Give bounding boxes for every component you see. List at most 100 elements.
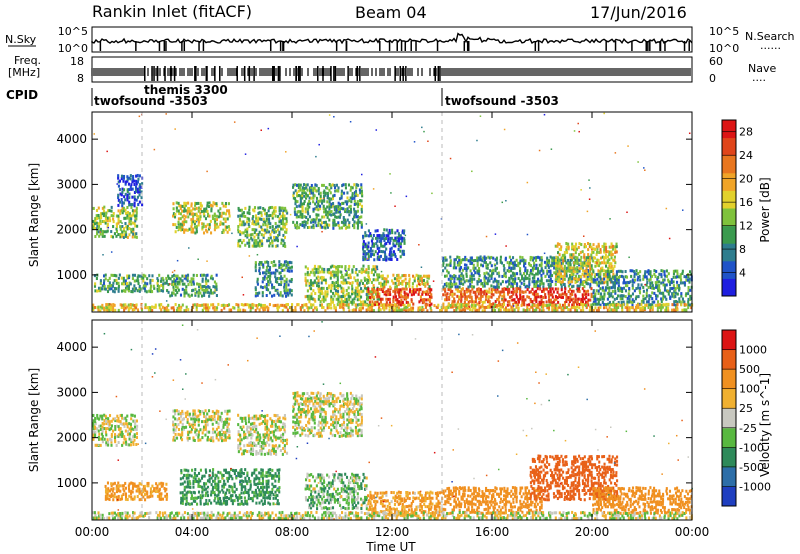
rti-cell <box>545 263 548 267</box>
rti-cell <box>408 282 411 286</box>
rti-cell <box>130 227 133 232</box>
rti-cell <box>285 219 288 223</box>
rti-cell <box>178 306 181 310</box>
rti-cell <box>494 303 497 307</box>
rti-cell <box>394 236 397 240</box>
rti-cell <box>185 305 188 309</box>
rti-cell <box>174 303 177 307</box>
rti-cell <box>255 222 258 226</box>
rti-cell <box>679 281 682 285</box>
rti-cell <box>494 299 497 303</box>
rti-cell <box>103 413 106 417</box>
rti-cell <box>367 275 370 279</box>
rti-cell <box>253 239 256 243</box>
rti-cell <box>283 263 286 267</box>
rti-cell <box>522 290 525 294</box>
rti-cell <box>184 308 188 312</box>
rti-cell <box>204 290 207 294</box>
rti-cell <box>315 308 318 312</box>
rti-cell <box>215 282 218 286</box>
rti-cell <box>531 272 534 276</box>
rti-cell <box>128 219 131 223</box>
rti-cell <box>222 228 225 232</box>
rti-cell <box>285 263 288 267</box>
rti-cell <box>604 269 607 273</box>
rti-cell <box>265 287 268 291</box>
rti-cell <box>347 294 350 298</box>
rti-cell <box>623 278 626 282</box>
rti-cell <box>566 250 569 254</box>
rti-cell <box>655 285 658 289</box>
rti-cell <box>567 266 570 270</box>
rti-cell <box>627 294 630 298</box>
rti-cell <box>580 189 582 191</box>
rti-cell <box>620 302 623 306</box>
rti-cell <box>383 292 386 296</box>
rti-cell <box>427 298 430 302</box>
rti-cell <box>556 272 559 276</box>
rti-cell <box>472 285 475 289</box>
rti-cell <box>99 289 102 293</box>
rti-cell <box>489 269 492 273</box>
rti-cell <box>580 243 583 247</box>
rti-cell <box>497 280 500 284</box>
rti-cell <box>378 236 381 240</box>
rti-cell <box>274 209 277 213</box>
rti-cell <box>649 284 652 288</box>
rti-cell <box>501 280 504 284</box>
rti-cell <box>238 217 241 221</box>
rti-cell <box>424 281 427 285</box>
rti-cell <box>215 226 218 230</box>
rti-cell <box>637 295 640 299</box>
rti-cell <box>551 306 554 310</box>
rti-cell <box>526 269 529 273</box>
rti-cell <box>374 270 377 274</box>
rti-cell <box>274 221 277 225</box>
rti-cell <box>366 244 369 248</box>
rti-cell <box>222 230 225 234</box>
rti-cell <box>388 309 391 313</box>
rti-cell <box>408 290 411 294</box>
rti-cell <box>505 245 507 247</box>
rti-cell <box>462 282 465 286</box>
rti-cell <box>369 290 372 294</box>
rti-cell <box>398 242 401 246</box>
rti-cell <box>579 277 582 281</box>
rti-cell <box>340 275 343 279</box>
rti-cell <box>273 238 276 242</box>
rti-cell <box>101 206 104 210</box>
rti-cell <box>586 277 589 281</box>
rti-cell <box>278 233 281 237</box>
rti-cell <box>605 264 608 268</box>
rti-cell <box>335 270 338 274</box>
rti-cell <box>329 289 333 293</box>
rti-cell <box>474 258 477 263</box>
rti-cell <box>208 294 211 298</box>
rti-cell <box>358 303 361 307</box>
rti-cell <box>405 281 408 285</box>
rti-cell <box>403 239 406 243</box>
rti-cell <box>376 244 379 248</box>
rti-cell <box>371 252 374 256</box>
rti-cell <box>367 278 370 282</box>
rti-cell <box>645 294 648 298</box>
rti-cell <box>567 280 570 284</box>
rti-cell <box>267 271 270 275</box>
rti-cell <box>133 201 136 205</box>
rti-cell <box>576 300 579 305</box>
rti-cell <box>288 291 292 295</box>
rti-cell <box>606 283 609 287</box>
rti-cell <box>110 432 113 436</box>
rti-cell <box>492 302 495 306</box>
rti-cell <box>129 218 132 222</box>
rti-cell <box>349 196 352 200</box>
rti-cell <box>586 273 589 277</box>
rti-cell <box>592 302 595 306</box>
rti-cell <box>344 200 347 204</box>
rti-cell <box>465 297 469 301</box>
rti-cell <box>95 443 99 447</box>
rti-cell <box>363 278 367 282</box>
rti-cell <box>468 295 471 299</box>
rti-cell <box>268 277 271 281</box>
rti-cell <box>196 290 199 294</box>
